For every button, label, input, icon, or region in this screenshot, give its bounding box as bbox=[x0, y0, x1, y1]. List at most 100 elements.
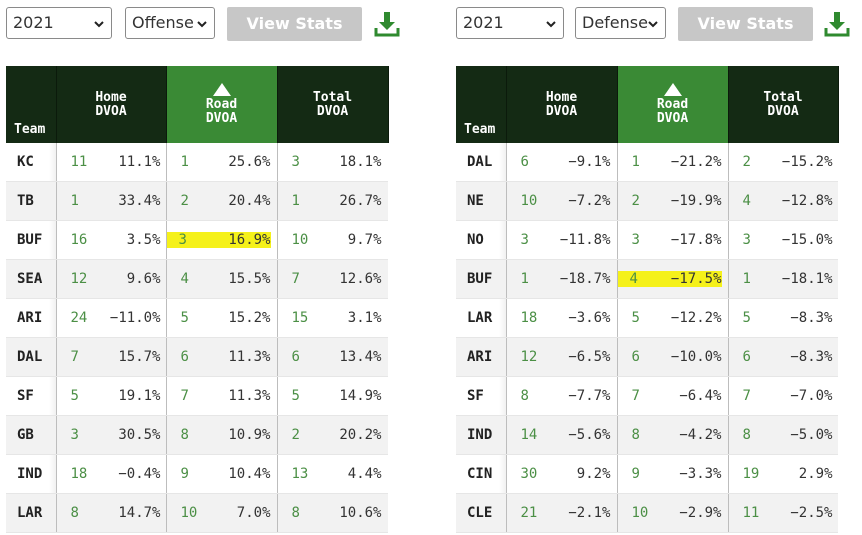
total-dvoa: −12.8% bbox=[781, 193, 833, 209]
road-cell: 10 −2.9% bbox=[616, 493, 728, 533]
chevron-down-icon bbox=[648, 21, 658, 28]
total-dvoa: 20.2% bbox=[339, 427, 382, 443]
table-row[interactable]: ARI 12 −6.5% 6 −10.0% 6 −8.3% bbox=[456, 337, 838, 377]
home-cell: 18 −0.4% bbox=[55, 454, 166, 494]
table-row[interactable]: CIN 30 9.2% 9 −3.3% 19 2.9% bbox=[456, 454, 838, 494]
home-dvoa-column-header[interactable]: Home DVOA bbox=[56, 66, 167, 143]
side-select[interactable]: Defense bbox=[575, 7, 666, 39]
road-header-line1: Road bbox=[205, 97, 238, 112]
table-row[interactable]: IND 18 −0.4% 9 10.4% 13 4.4% bbox=[6, 454, 388, 494]
download-icon[interactable] bbox=[374, 10, 400, 38]
road-dvoa: −2.9% bbox=[679, 505, 722, 521]
view-stats-button[interactable]: View Stats bbox=[227, 7, 362, 41]
total-cell: 11 −2.5% bbox=[727, 493, 838, 533]
table-row[interactable]: GB 3 30.5% 8 10.9% 2 20.2% bbox=[6, 415, 388, 455]
year-select[interactable]: 2021 bbox=[456, 7, 564, 39]
table-row[interactable]: DAL 6 −9.1% 1 −21.2% 2 −15.2% bbox=[456, 143, 838, 182]
table-row[interactable]: TB 1 33.4% 2 20.4% 1 26.7% bbox=[6, 181, 388, 221]
table-header-row: Team Home DVOA Road DVOA Total DVOA bbox=[6, 66, 389, 143]
total-dvoa-column-header[interactable]: Total DVOA bbox=[728, 66, 839, 143]
home-dvoa-column-header[interactable]: Home DVOA bbox=[506, 66, 618, 143]
road-rank: 9 bbox=[631, 466, 640, 482]
road-rank: 7 bbox=[180, 388, 189, 404]
team-cell: CIN bbox=[456, 454, 506, 494]
road-dvoa-column-header[interactable]: Road DVOA bbox=[166, 66, 278, 143]
team-cell: IND bbox=[456, 415, 506, 455]
home-rank: 21 bbox=[520, 505, 538, 521]
team-column-header[interactable]: Team bbox=[6, 66, 57, 143]
total-cell: 3 −15.0% bbox=[727, 220, 838, 260]
table-row[interactable]: BUF 16 3.5% 3 16.9% 10 9.7% bbox=[6, 220, 388, 260]
table-row[interactable]: NE 10 −7.2% 2 −19.9% 4 −12.8% bbox=[456, 181, 838, 221]
defense-table-body: DAL 6 −9.1% 1 −21.2% 2 −15.2% NE 10 −7.2% 2 −19.9% 4… bbox=[456, 143, 838, 533]
home-rank: 5 bbox=[70, 388, 79, 404]
road-dvoa: 16.9% bbox=[202, 232, 271, 248]
download-icon[interactable] bbox=[824, 10, 850, 38]
total-rank: 3 bbox=[742, 232, 751, 248]
table-row[interactable]: NO 3 −11.8% 3 −17.8% 3 −15.0% bbox=[456, 220, 838, 260]
total-dvoa: 13.4% bbox=[339, 349, 382, 365]
road-cell: 6 −10.0% bbox=[616, 337, 728, 377]
road-dvoa: −17.8% bbox=[670, 232, 722, 248]
home-cell: 1 −18.7% bbox=[505, 259, 617, 299]
road-cell: 3 −17.8% bbox=[616, 220, 728, 260]
road-dvoa: 20.4% bbox=[228, 193, 271, 209]
home-rank: 18 bbox=[520, 310, 538, 326]
home-dvoa: 14.7% bbox=[118, 505, 161, 521]
side-select[interactable]: Offense bbox=[125, 7, 215, 39]
road-rank: 10 bbox=[631, 505, 649, 521]
table-row[interactable]: BUF 1 −18.7% 4 −17.5% 1 −18.1% bbox=[456, 259, 838, 299]
total-rank: 5 bbox=[291, 388, 300, 404]
total-rank: 7 bbox=[742, 388, 751, 404]
table-row[interactable]: KC 11 11.1% 1 25.6% 3 18.1% bbox=[6, 143, 388, 182]
home-rank: 30 bbox=[520, 466, 538, 482]
team-cell: BUF bbox=[456, 259, 506, 299]
road-dvoa: 11.3% bbox=[228, 349, 271, 365]
total-cell: 2 −15.2% bbox=[727, 143, 838, 182]
table-row[interactable]: LAR 18 −3.6% 5 −12.2% 5 −8.3% bbox=[456, 298, 838, 338]
defense-dvoa-table: Team Home DVOA Road DVOA Total DVOA DAL 6… bbox=[456, 66, 839, 533]
road-dvoa-column-header[interactable]: Road DVOA bbox=[617, 66, 729, 143]
home-cell: 3 −11.8% bbox=[505, 220, 617, 260]
table-row[interactable]: SF 8 −7.7% 7 −6.4% 7 −7.0% bbox=[456, 376, 838, 416]
total-dvoa-column-header[interactable]: Total DVOA bbox=[277, 66, 389, 143]
home-header-line2: DVOA bbox=[545, 103, 578, 119]
road-rank: 4 bbox=[617, 271, 654, 287]
home-rank: 3 bbox=[520, 232, 529, 248]
road-header-line2: DVOA bbox=[656, 111, 689, 126]
road-dvoa: 7.0% bbox=[236, 505, 271, 521]
team-column-header[interactable]: Team bbox=[456, 66, 507, 143]
offense-table-body: KC 11 11.1% 1 25.6% 3 18.1% TB 1 33.4% 2 20.4% 1 26.7… bbox=[6, 143, 388, 533]
road-dvoa: −19.9% bbox=[670, 193, 722, 209]
home-header-line1: Home bbox=[545, 89, 578, 105]
home-dvoa: 19.1% bbox=[118, 388, 161, 404]
total-cell: 4 −12.8% bbox=[727, 181, 838, 221]
team-cell: LAR bbox=[456, 298, 506, 338]
road-dvoa: −17.5% bbox=[653, 271, 722, 287]
view-stats-button[interactable]: View Stats bbox=[678, 7, 813, 41]
sort-ascending-icon bbox=[663, 83, 682, 96]
home-cell: 5 19.1% bbox=[55, 376, 166, 416]
year-select[interactable]: 2021 bbox=[6, 7, 112, 39]
table-row[interactable]: DAL 7 15.7% 6 11.3% 6 13.4% bbox=[6, 337, 388, 377]
total-cell: 15 3.1% bbox=[276, 298, 388, 338]
total-header-line1: Total bbox=[312, 89, 353, 105]
team-cell: BUF bbox=[6, 220, 56, 260]
home-dvoa: 15.7% bbox=[118, 349, 161, 365]
table-row[interactable]: ARI 24 −11.0% 5 15.2% 15 3.1% bbox=[6, 298, 388, 338]
total-rank: 3 bbox=[291, 154, 300, 170]
total-dvoa: −2.5% bbox=[790, 505, 833, 521]
road-cell: 8 −4.2% bbox=[616, 415, 728, 455]
table-row[interactable]: IND 14 −5.6% 8 −4.2% 8 −5.0% bbox=[456, 415, 838, 455]
table-row[interactable]: SF 5 19.1% 7 11.3% 5 14.9% bbox=[6, 376, 388, 416]
table-row[interactable]: LAR 8 14.7% 10 7.0% 8 10.6% bbox=[6, 493, 388, 533]
team-cell: TB bbox=[6, 181, 56, 221]
table-row[interactable]: CLE 21 −2.1% 10 −2.9% 11 −2.5% bbox=[456, 493, 838, 533]
total-dvoa: 9.7% bbox=[347, 232, 382, 248]
table-row[interactable]: SEA 12 9.6% 4 15.5% 7 12.6% bbox=[6, 259, 388, 299]
total-dvoa: −8.3% bbox=[790, 349, 833, 365]
home-rank: 11 bbox=[70, 154, 88, 170]
road-cell: 4 −17.5% bbox=[616, 259, 728, 299]
home-rank: 3 bbox=[70, 427, 79, 443]
home-dvoa: −11.8% bbox=[559, 232, 611, 248]
